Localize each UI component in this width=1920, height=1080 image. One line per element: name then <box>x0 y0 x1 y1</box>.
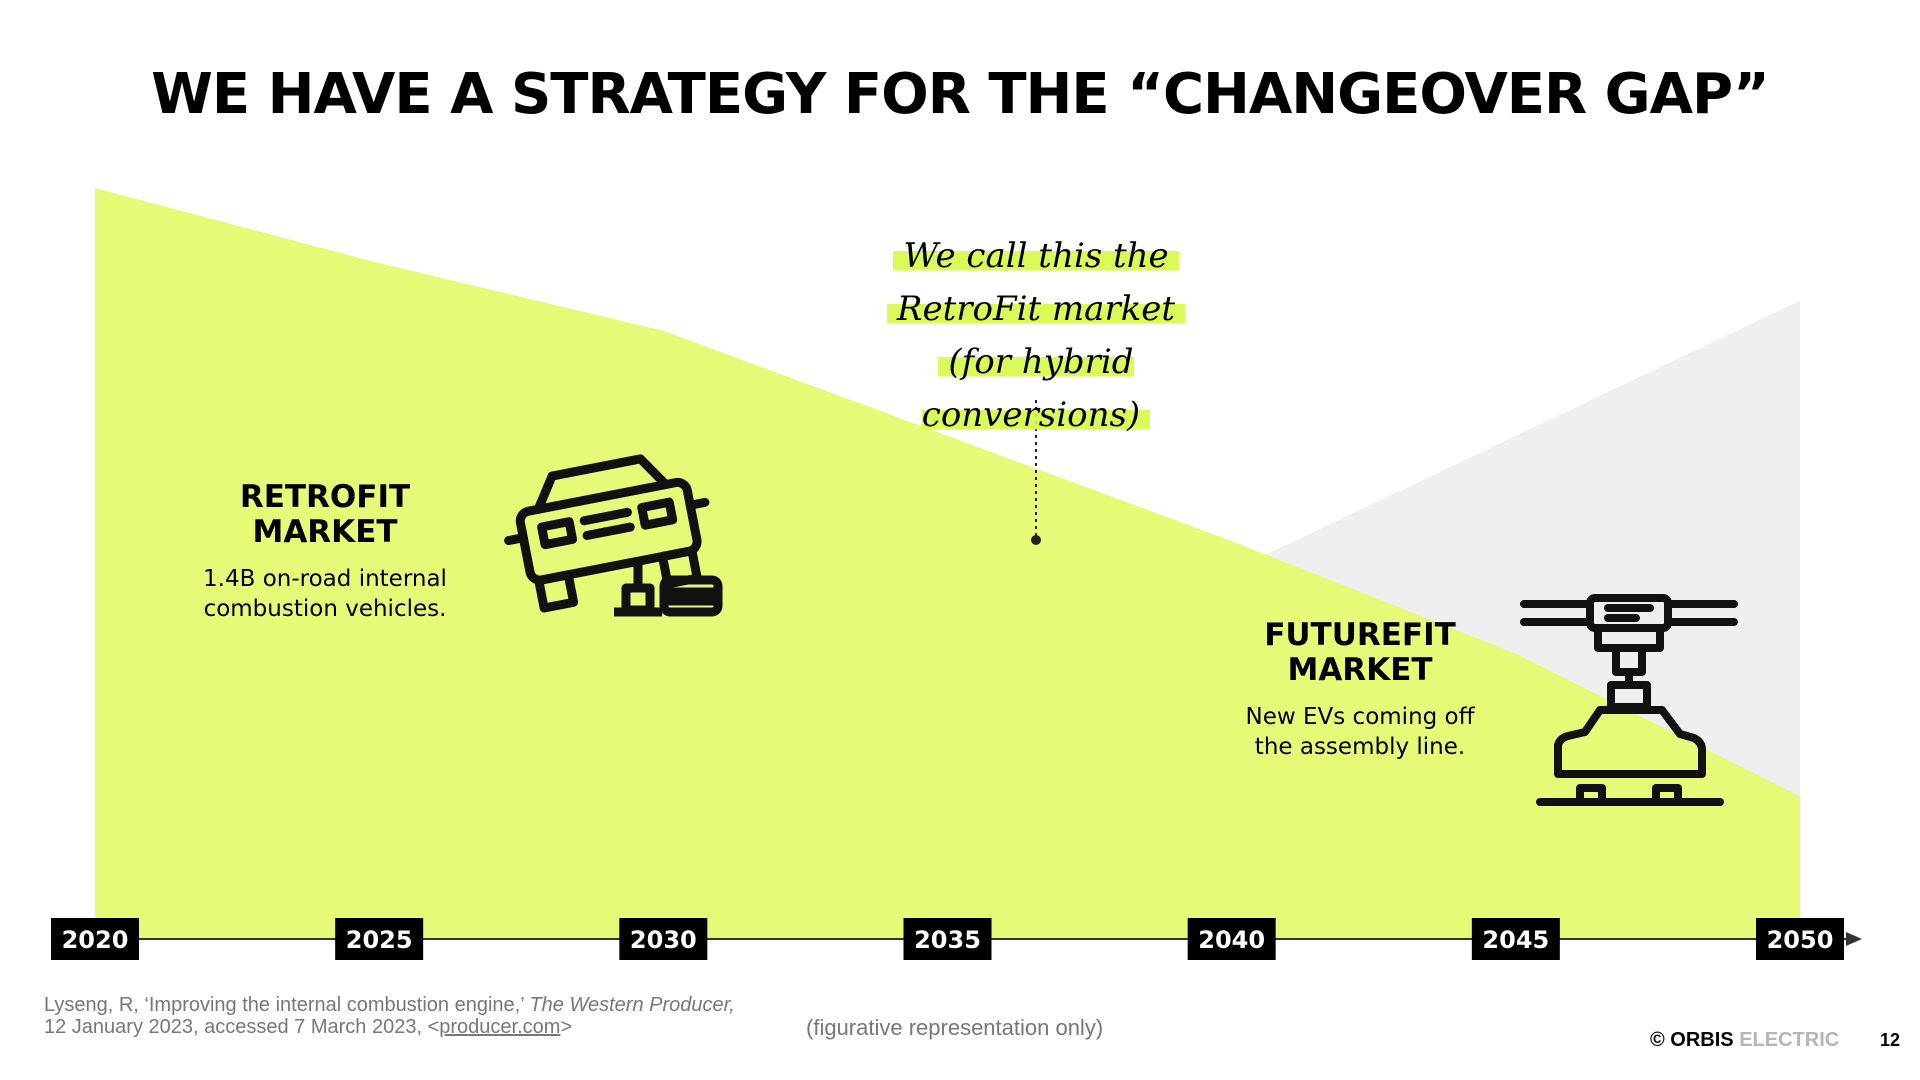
x-tick-2045: 2045 <box>1471 918 1560 960</box>
citation-date: 12 January 2023, accessed 7 March 2023, … <box>44 1016 440 1038</box>
futurefit-desc-line2: the assembly line. <box>1254 734 1466 760</box>
citation-end: > <box>560 1016 573 1038</box>
source-citation: Lyseng, R, ‘Improving the internal combu… <box>44 994 735 1038</box>
x-tick-label: 2030 <box>630 926 697 954</box>
x-tick-label: 2050 <box>1767 926 1834 954</box>
area-series-retrofit <box>95 188 1800 939</box>
car-on-jack-icon <box>504 454 710 613</box>
x-tick-2020: 2020 <box>51 918 139 960</box>
x-tick-2030: 2030 <box>619 918 708 960</box>
futurefit-title: FUTUREFIT MARKET <box>1215 618 1505 688</box>
citation-link[interactable]: producer.com <box>439 1016 561 1038</box>
futurefit-title-line2: MARKET <box>1287 652 1433 688</box>
page-number: 12 <box>1880 1030 1901 1050</box>
x-tick-label: 2035 <box>914 926 981 954</box>
retrofit-title-line2: MARKET <box>252 514 398 550</box>
x-tick-box <box>51 918 139 960</box>
futurefit-description: New EVs coming off the assembly line. <box>1215 702 1505 762</box>
retrofit-annotation: RETROFIT MARKET 1.4B on-road internal co… <box>190 480 460 624</box>
x-tick-label: 2040 <box>1198 926 1265 954</box>
page-title: WE HAVE A STRATEGY FOR THE “CHANGEOVER G… <box>151 62 1770 127</box>
citation-text: Lyseng, R, ‘Improving the internal combu… <box>44 994 530 1016</box>
x-tick-box <box>1187 918 1276 960</box>
x-tick-2050: 2050 <box>1756 918 1844 960</box>
x-tick-label: 2025 <box>346 926 413 954</box>
callout-line3: (for hybrid conversions) <box>921 342 1151 435</box>
callout-line1: We call this the <box>893 236 1179 276</box>
retrofit-description: 1.4B on-road internal combustion vehicle… <box>190 564 460 624</box>
retrofit-title: RETROFIT MARKET <box>190 480 460 550</box>
x-axis-arrow-icon <box>1846 932 1862 946</box>
futurefit-annotation: FUTUREFIT MARKET New EVs coming off the … <box>1215 618 1505 762</box>
futurefit-title-line1: FUTUREFIT <box>1264 617 1456 653</box>
x-tick-box <box>335 918 424 960</box>
callout-pointer-dot <box>1031 535 1041 545</box>
futurefit-desc-line1: New EVs coming off <box>1245 704 1475 730</box>
callout-line2: RetroFit market <box>886 289 1186 329</box>
retrofit-title-line1: RETROFIT <box>239 479 411 515</box>
brand-name: © ORBIS <box>1650 1029 1734 1051</box>
x-tick-label: 2020 <box>62 926 129 954</box>
brand-suffix: ELECTRIC <box>1733 1029 1840 1051</box>
car-jack-icon <box>614 560 723 617</box>
x-tick-box <box>903 918 992 960</box>
brand-logo: © ORBIS ELECTRIC <box>1650 1029 1839 1052</box>
retrofit-desc-line2: combustion vehicles. <box>203 596 447 622</box>
x-tick-2035: 2035 <box>903 918 992 960</box>
citation-publication: The Western Producer, <box>529 994 735 1016</box>
retrofit-callout: We call this the RetroFit market (for hy… <box>836 230 1236 442</box>
figurative-note: (figurative representation only) <box>806 1015 1104 1040</box>
x-tick-box <box>1756 918 1844 960</box>
robotic-arm-car-icon <box>1520 594 1738 806</box>
x-tick-box <box>619 918 708 960</box>
x-tick-label: 2045 <box>1482 926 1549 954</box>
x-tick-2040: 2040 <box>1187 918 1276 960</box>
x-tick-box <box>1471 918 1560 960</box>
x-tick-2025: 2025 <box>335 918 424 960</box>
retrofit-desc-line1: 1.4B on-road internal <box>203 566 447 592</box>
